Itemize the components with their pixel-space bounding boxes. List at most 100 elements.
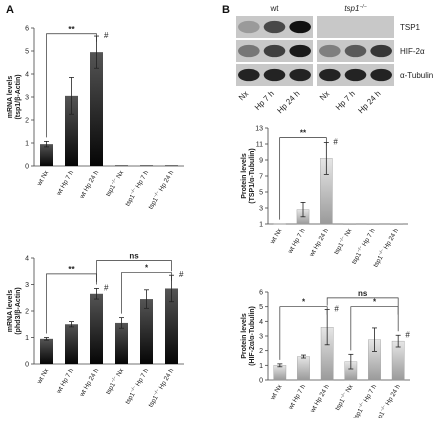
blot-lane-label: Hp 24 h (356, 89, 382, 115)
blot-band (238, 68, 260, 82)
x-tick-label: tsp1−/− Nx (332, 226, 354, 256)
blot-lane-label: Hp 7 h (253, 89, 276, 112)
y-tick-label: 3 (259, 334, 263, 341)
blot-lane-label: Hp 24 h (275, 89, 301, 115)
panel-letter-b: B (222, 4, 230, 16)
significance-marker: # (334, 305, 339, 314)
chart-a-top: 0 1 2 3 4 5 6 mRNA levels (tsp1/β-Actin) # ** wt Nx… (7, 25, 184, 211)
blot-band (263, 68, 286, 82)
x-tick-label: tsp1−/− Hp 24 h (146, 366, 175, 408)
blot-band (263, 20, 286, 34)
blot-band (238, 20, 260, 34)
blot-band (344, 44, 367, 58)
bracket-label: ** (300, 129, 307, 138)
y-axis-label-ratio: (HIF-2α/α-Tubulin) (249, 306, 256, 366)
y-tick-label: 7 (259, 174, 263, 181)
y-tick-label: 3 (25, 95, 29, 102)
y-axis-label: mRNA levels (7, 290, 14, 333)
significance-bracket (279, 137, 327, 220)
panel-letter-a: A (6, 4, 14, 16)
significance-marker: # (104, 31, 109, 40)
y-tick-label: 5 (259, 190, 263, 197)
significance-marker: # (104, 283, 109, 292)
y-axis-label: Protein levels (241, 313, 248, 359)
bar (140, 165, 153, 166)
y-tick-label: 11 (256, 142, 263, 149)
bracket-label: ns (358, 289, 368, 298)
blot-band (319, 44, 341, 58)
x-tick-label: tsp1−/− Hp 24 h (146, 168, 175, 210)
blot-row-label: α-Tubulin (400, 71, 433, 80)
blot-band (238, 44, 260, 58)
y-tick-label: 3 (25, 282, 29, 289)
y-tick-label: 13 (255, 126, 263, 133)
significance-bracket (350, 306, 399, 351)
blot-band (370, 68, 392, 82)
bar (165, 165, 178, 166)
bar (165, 288, 178, 364)
y-tick-label: 1 (25, 335, 29, 342)
x-tick-label: wt Hp 24 h (78, 367, 100, 399)
blot-group-wt: wt (270, 4, 280, 13)
x-tick-label: tsp1−/− Hp 7 h (351, 382, 378, 418)
blot-row-label: HIF-2α (400, 47, 425, 56)
y-tick-label: 3 (259, 206, 263, 213)
bar (390, 223, 403, 225)
y-tick-label: 6 (259, 290, 263, 297)
bracket-label: * (302, 298, 306, 307)
y-tick-label: 1 (259, 363, 263, 370)
y-tick-label: 4 (259, 319, 263, 326)
x-tick-label: wt Nx (36, 169, 51, 188)
blot-panel (317, 16, 394, 38)
blot-band (263, 44, 286, 58)
bar (90, 293, 103, 364)
significance-bracket (46, 33, 97, 138)
x-tick-label: wt Hp 7 h (287, 383, 307, 411)
significance-marker: # (405, 330, 410, 339)
bar (343, 223, 356, 225)
y-tick-label: 2 (25, 118, 29, 125)
x-tick-label: tsp1−/− Nx (333, 382, 355, 412)
blot-band (289, 20, 311, 34)
y-axis-label: mRNA levels (7, 76, 14, 119)
x-tick-label: tsp1−/− Hp 7 h (123, 168, 150, 207)
y-tick-label: 5 (259, 304, 263, 311)
x-tick-label: tsp1−/− Hp 7 h (349, 226, 376, 265)
y-tick-label: 9 (259, 158, 263, 165)
x-tick-label: tsp1−/− Nx (104, 168, 126, 198)
bar (65, 95, 78, 166)
blot-lane-label: Nx (237, 89, 250, 102)
y-tick-label: 2 (25, 309, 29, 316)
blot-band (344, 68, 367, 82)
bracket-label: ** (68, 25, 75, 34)
significance-bracket (121, 272, 172, 314)
blot-row-label: TSP1 (400, 23, 421, 32)
x-tick-label: wt Hp 24 h (309, 383, 331, 415)
y-tick-label: 6 (25, 26, 29, 33)
chart-a-bottom: 0 1 2 3 4 mRNA levels (phd3/β-Actin) # # ** ns * wt … (7, 252, 184, 409)
y-tick-label: 4 (25, 256, 29, 263)
bar (273, 223, 286, 225)
bar (115, 165, 128, 166)
bar (273, 365, 287, 381)
blot-lane-label: Nx (318, 89, 331, 102)
significance-marker: # (333, 137, 338, 146)
x-tick-label: wt Nx (269, 383, 284, 402)
y-tick-label: 1 (25, 141, 29, 148)
significance-bracket (326, 297, 399, 332)
x-tick-label: tsp1−/− Nx (104, 366, 126, 396)
bar (90, 52, 103, 166)
bracket-label: ** (68, 265, 75, 274)
blot-band (289, 68, 311, 82)
x-tick-label: wt Hp 7 h (286, 227, 306, 255)
bar (366, 223, 380, 225)
bracket-label: * (145, 264, 149, 273)
bar (140, 299, 153, 364)
bar (40, 144, 53, 166)
bracket-label: * (373, 298, 377, 307)
x-tick-label: wt Nx (36, 367, 51, 386)
y-tick-label: 0 (259, 378, 263, 385)
